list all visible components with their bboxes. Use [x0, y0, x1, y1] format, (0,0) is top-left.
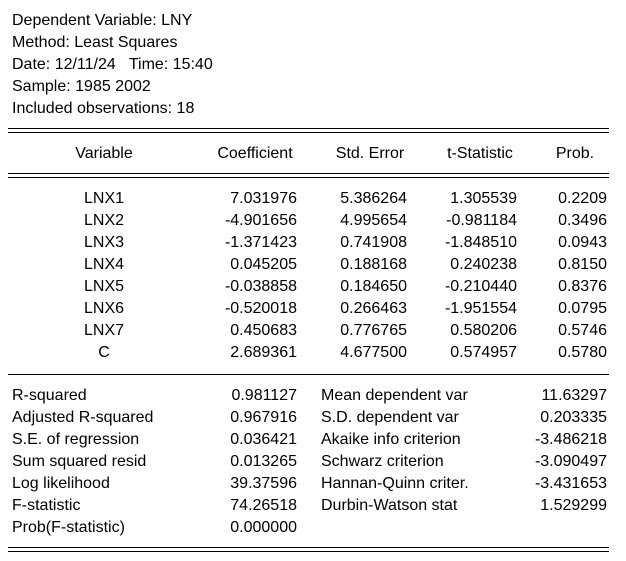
variable-cell: LNX1 — [83, 190, 125, 207]
column-header-variable: Variable — [75, 145, 133, 162]
stat-value: 0.203335 — [540, 409, 607, 426]
stat-value: 0.036421 — [230, 431, 297, 448]
variable-cell: LNX3 — [83, 234, 125, 251]
stat-value: 11.63297 — [541, 387, 607, 404]
variable-cell: LNX7 — [83, 322, 125, 339]
t-statistic-cell: -1.951554 — [444, 300, 517, 317]
stat-label: Schwarz criterion — [321, 453, 444, 470]
stat-label: S.E. of regression — [12, 431, 140, 448]
stat-value: 0.981127 — [231, 387, 297, 404]
std-error-cell: 4.995654 — [340, 212, 407, 229]
variable-cell: LNX6 — [83, 300, 125, 317]
observations-line: Included observations: 18 — [12, 100, 195, 117]
t-statistic-cell: -0.981184 — [446, 212, 517, 229]
prob-cell: 0.0795 — [558, 300, 607, 317]
stat-label: Prob(F-statistic) — [12, 519, 125, 536]
variable-cell: LNX4 — [83, 256, 125, 273]
sample-line: Sample: 1985 2002 — [12, 78, 151, 95]
t-statistic-cell: 0.580206 — [450, 322, 517, 339]
coefficient-cell: 7.031976 — [230, 190, 297, 207]
variable-cell: LNX5 — [83, 278, 125, 295]
column-header-coefficient: Coefficient — [217, 145, 293, 162]
coefficient-cell: -1.371423 — [224, 234, 297, 251]
coefficient-cell: -4.901656 — [224, 212, 297, 229]
stat-label: Durbin-Watson stat — [321, 497, 458, 514]
prob-cell: 0.5746 — [558, 322, 607, 339]
t-statistic-cell: 0.240238 — [450, 256, 517, 273]
std-error-cell: 0.184650 — [340, 278, 407, 295]
column-header-prob: Prob. — [555, 145, 595, 162]
stat-value: 0.967916 — [230, 409, 297, 426]
coefficient-cell: -0.520018 — [224, 300, 297, 317]
prob-cell: 0.8150 — [558, 256, 607, 273]
prob-cell: 0.0943 — [558, 234, 607, 251]
t-statistic-cell: 0.574957 — [450, 344, 517, 361]
dependent-variable-line: Dependent Variable: LNY — [12, 12, 193, 29]
variable-cell: C — [98, 344, 110, 361]
coefficient-cell: 0.450683 — [230, 322, 297, 339]
date-time-line: Date: 12/11/24 Time: 15:40 — [12, 56, 213, 73]
divider — [8, 547, 609, 548]
prob-cell: 0.3496 — [558, 212, 607, 229]
std-error-cell: 0.741908 — [340, 234, 407, 251]
column-header-std-error: Std. Error — [335, 145, 405, 162]
stat-label: S.D. dependent var — [321, 409, 459, 426]
std-error-cell: 0.188168 — [340, 256, 407, 273]
coefficient-cell: 2.689361 — [230, 344, 297, 361]
divider — [8, 173, 609, 174]
stat-value: 1.529299 — [540, 497, 607, 514]
divider — [8, 551, 609, 552]
output-header: Dependent Variable: LNY Method: Least Sq… — [12, 10, 213, 120]
coefficient-cell: -0.038858 — [224, 278, 297, 295]
stat-value: 0.000000 — [230, 519, 297, 536]
std-error-cell: 0.776765 — [340, 322, 407, 339]
stat-value: -3.486218 — [534, 431, 607, 448]
stat-label: Adjusted R-squared — [12, 409, 154, 426]
divider — [8, 177, 609, 178]
t-statistic-cell: 1.305539 — [450, 190, 517, 207]
t-statistic-cell: -1.848510 — [444, 234, 517, 251]
stat-value: -3.431653 — [534, 475, 607, 492]
stat-label: Akaike info criterion — [321, 431, 461, 448]
std-error-cell: 4.677500 — [340, 344, 407, 361]
stat-label: Hannan-Quinn criter. — [321, 475, 469, 492]
prob-cell: 0.8376 — [558, 278, 607, 295]
stat-value: 74.26518 — [230, 497, 297, 514]
stat-label: R-squared — [12, 387, 87, 404]
stat-value: 0.013265 — [230, 453, 297, 470]
prob-cell: 0.2209 — [558, 190, 607, 207]
divider — [8, 128, 609, 129]
divider — [8, 132, 609, 133]
stat-label: Log likelihood — [12, 475, 110, 492]
variable-cell: LNX2 — [83, 212, 125, 229]
t-statistic-cell: -0.210440 — [444, 278, 517, 295]
std-error-cell: 5.386264 — [340, 190, 407, 207]
stat-value: -3.090497 — [534, 453, 607, 470]
column-header-t-statistic: t-Statistic — [447, 145, 513, 162]
divider — [8, 374, 609, 375]
coefficient-cell: 0.045205 — [230, 256, 297, 273]
stat-label: Sum squared resid — [12, 453, 147, 470]
stat-label: Mean dependent var — [321, 387, 468, 404]
stat-label: F-statistic — [12, 497, 81, 514]
method-line: Method: Least Squares — [12, 34, 178, 51]
stat-value: 39.37596 — [230, 475, 297, 492]
prob-cell: 0.5780 — [558, 344, 607, 361]
std-error-cell: 0.266463 — [340, 300, 407, 317]
